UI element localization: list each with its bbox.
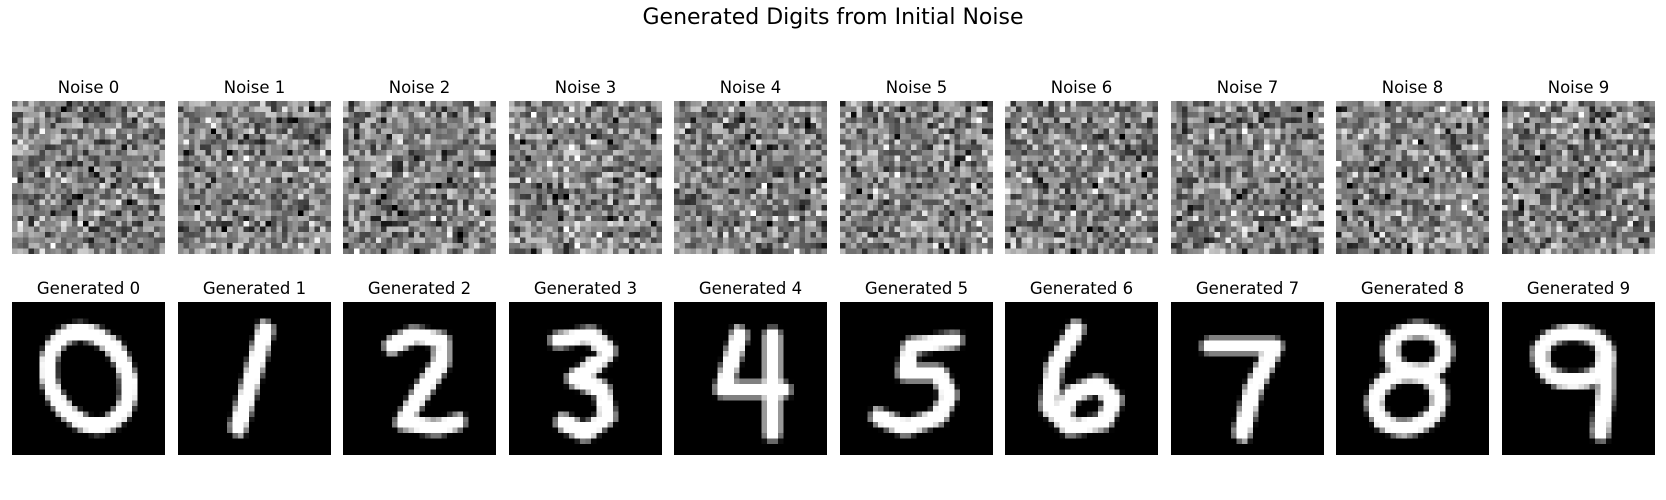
noise-panel-title: Noise 0 bbox=[57, 78, 120, 97]
generated-panel-3: Generated 3 bbox=[509, 276, 662, 455]
generated-panel-2: Generated 2 bbox=[343, 276, 496, 455]
generated-panel-title: Generated 1 bbox=[202, 279, 307, 298]
noise-panel-title: Noise 2 bbox=[388, 78, 451, 97]
noise-panel-4: Noise 4 bbox=[674, 75, 827, 254]
generated-panel-4: Generated 4 bbox=[674, 276, 827, 455]
generated-panel-5: Generated 5 bbox=[840, 276, 993, 455]
noise-panel-8: Noise 8 bbox=[1336, 75, 1489, 254]
generated-digit-image bbox=[12, 302, 165, 455]
generated-panel-title: Generated 7 bbox=[1195, 279, 1300, 298]
noise-image bbox=[1005, 101, 1158, 254]
generated-digit-image bbox=[840, 302, 993, 455]
noise-panel-7: Noise 7 bbox=[1171, 75, 1324, 254]
generated-panel-7: Generated 7 bbox=[1171, 276, 1324, 455]
noise-panel-title: Noise 3 bbox=[554, 78, 617, 97]
noise-panel-9: Noise 9 bbox=[1502, 75, 1655, 254]
noise-image bbox=[343, 101, 496, 254]
noise-panel-title: Noise 1 bbox=[223, 78, 286, 97]
generated-digit-image bbox=[1336, 302, 1489, 455]
noise-panel-title: Noise 9 bbox=[1547, 78, 1610, 97]
generated-panel-title: Generated 3 bbox=[533, 279, 638, 298]
generated-digit-image bbox=[509, 302, 662, 455]
noise-image bbox=[1171, 101, 1324, 254]
noise-panel-title: Noise 6 bbox=[1050, 78, 1113, 97]
generated-digit-image bbox=[1502, 302, 1655, 455]
noise-image bbox=[1336, 101, 1489, 254]
noise-panel-0: Noise 0 bbox=[12, 75, 165, 254]
noise-image bbox=[509, 101, 662, 254]
generated-panel-title: Generated 0 bbox=[36, 279, 141, 298]
noise-panel-title: Noise 5 bbox=[885, 78, 948, 97]
noise-image bbox=[674, 101, 827, 254]
noise-panel-1: Noise 1 bbox=[178, 75, 331, 254]
generated-panel-0: Generated 0 bbox=[12, 276, 165, 455]
generated-digit-image bbox=[178, 302, 331, 455]
noise-panel-title: Noise 4 bbox=[719, 78, 782, 97]
noise-image bbox=[1502, 101, 1655, 254]
figure-title: Generated Digits from Initial Noise bbox=[642, 5, 1024, 30]
generated-digit-image bbox=[1005, 302, 1158, 455]
generated-panel-1: Generated 1 bbox=[178, 276, 331, 455]
noise-image bbox=[840, 101, 993, 254]
noise-panel-title: Noise 7 bbox=[1216, 78, 1279, 97]
generated-panel-6: Generated 6 bbox=[1005, 276, 1158, 455]
generated-panel-title: Generated 2 bbox=[367, 279, 472, 298]
generated-digit-image bbox=[343, 302, 496, 455]
generated-digit-image bbox=[674, 302, 827, 455]
generated-panel-title: Generated 5 bbox=[864, 279, 969, 298]
generated-panel-9: Generated 9 bbox=[1502, 276, 1655, 455]
noise-panel-5: Noise 5 bbox=[840, 75, 993, 254]
noise-panel-title: Noise 8 bbox=[1381, 78, 1444, 97]
generated-digit-image bbox=[1171, 302, 1324, 455]
generated-panel-title: Generated 6 bbox=[1029, 279, 1134, 298]
generated-panel-8: Generated 8 bbox=[1336, 276, 1489, 455]
noise-panel-6: Noise 6 bbox=[1005, 75, 1158, 254]
generated-panel-title: Generated 4 bbox=[698, 279, 803, 298]
generated-panel-title: Generated 9 bbox=[1526, 279, 1631, 298]
noise-panel-2: Noise 2 bbox=[343, 75, 496, 254]
noise-panel-3: Noise 3 bbox=[509, 75, 662, 254]
noise-image bbox=[12, 101, 165, 254]
noise-image bbox=[178, 101, 331, 254]
generated-panel-title: Generated 8 bbox=[1360, 279, 1465, 298]
